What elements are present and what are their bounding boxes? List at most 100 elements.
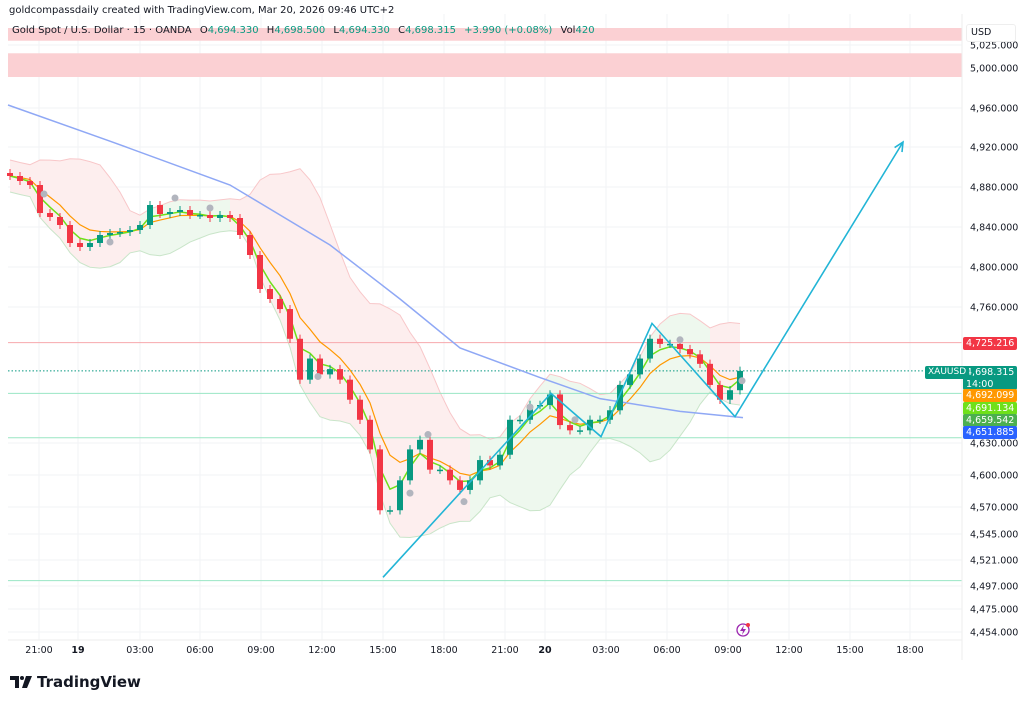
resistance-zone (8, 28, 962, 41)
time-tick-label: 15:00 (836, 645, 863, 656)
candle-body (287, 309, 293, 339)
time-tick-label: 03:00 (126, 645, 153, 656)
candle-body (547, 394, 553, 405)
candle-body (427, 439, 433, 470)
band-fill (470, 434, 480, 522)
candle-body (347, 379, 353, 400)
candle-body (27, 181, 33, 185)
candle-body (517, 419, 523, 422)
time-tick-label: 18:00 (896, 645, 923, 656)
time-tick-label: 09:00 (714, 645, 741, 656)
long-ma-line (7, 104, 744, 419)
band-fill (410, 332, 420, 538)
candle-body (17, 176, 23, 181)
candle-body (657, 338, 663, 344)
price-tick-label: 4,630.000 (970, 439, 1018, 450)
pivot-marker (106, 238, 114, 246)
time-tick-label: 21:00 (491, 645, 518, 656)
attribution: goldcompassdaily created with TradingVie… (9, 5, 395, 16)
price-tick-label: 4,760.000 (970, 303, 1018, 314)
price-label: 4,725.216 (963, 337, 1017, 350)
time-tick-label: 19 (71, 645, 84, 656)
open-value: 4,694.330 (207, 25, 259, 36)
brand-name: TradingView (37, 673, 141, 691)
high-value: 4,698.500 (274, 25, 326, 36)
candle-body (557, 394, 563, 426)
pivot-marker (738, 377, 746, 385)
candle-body (357, 399, 363, 420)
resistance-zone (8, 53, 962, 77)
projection-line (382, 141, 904, 578)
candle-body (147, 205, 153, 225)
volume-value: 420 (575, 25, 595, 36)
pivot-marker (171, 194, 179, 202)
band-fill (330, 224, 340, 422)
candle-body (297, 338, 303, 380)
candle-body (207, 215, 213, 218)
time-tick-label: 03:00 (592, 645, 619, 656)
band-fill (80, 159, 90, 268)
candle-body (227, 215, 233, 218)
time-tick-label: 06:00 (653, 645, 680, 656)
symbol-legend: Gold Spot / U.S. Dollar · 15 · OANDA O4,… (12, 25, 595, 36)
time-tick-label: 12:00 (775, 645, 802, 656)
time-tick-label: 09:00 (247, 645, 274, 656)
pivot-marker (571, 416, 579, 424)
candle-body (637, 358, 643, 375)
band-fill (480, 434, 490, 512)
candle-body (627, 374, 633, 385)
candle-body (267, 289, 273, 299)
tradingview-logo[interactable]: TradingView (10, 673, 141, 691)
pivot-marker (40, 190, 48, 198)
candle-body (727, 390, 733, 400)
candle-body (137, 225, 143, 230)
time-tick-label: 12:00 (308, 645, 335, 656)
horizontal-levels (8, 342, 962, 582)
candle-body (47, 213, 53, 217)
close-value: 4,698.315 (405, 25, 456, 36)
price-tick-label: 4,840.000 (970, 223, 1018, 234)
candle-body (307, 358, 313, 380)
projection-arrowhead (894, 140, 904, 153)
price-axis[interactable]: 5,025.000 5,000.000 4,960.000 4,920.000 4,88… (970, 41, 1018, 639)
candle-body (387, 510, 393, 512)
time-tick-label: 15:00 (369, 645, 396, 656)
band-fill (320, 197, 330, 421)
time-tick-label: 21:00 (25, 645, 52, 656)
price-label: 4,651.885 (963, 426, 1017, 439)
candle-body (417, 439, 423, 450)
currency-selector[interactable]: USD (966, 24, 1016, 42)
candle-body (7, 173, 13, 176)
band-fill (590, 388, 600, 453)
band-fill (420, 346, 430, 536)
candle-body (257, 255, 263, 289)
price-tick-label: 4,880.000 (970, 183, 1018, 194)
band-fill (90, 161, 100, 269)
candle-body (397, 480, 403, 511)
candle-body (337, 369, 343, 380)
band-fill (440, 392, 450, 529)
band-fill (190, 200, 200, 243)
price-tick-label: 4,454.000 (970, 628, 1018, 639)
candle-body (487, 460, 493, 466)
band-fill (680, 313, 690, 437)
price-tick-label: 4,497.000 (970, 582, 1018, 593)
candle-body (457, 480, 463, 490)
candle-body (497, 454, 503, 466)
candle-body (187, 210, 193, 215)
candle-body (407, 449, 413, 481)
price-label: 4,698.315 14:00 XAUUSD (925, 366, 1017, 390)
pivot-marker (460, 498, 468, 506)
band-fill (310, 179, 320, 417)
candles (7, 169, 743, 515)
band-fill (570, 381, 580, 475)
band-fill (660, 315, 670, 459)
price-tick-label: 4,800.000 (970, 263, 1018, 274)
lightning-icon[interactable] (736, 623, 750, 637)
band-fill (390, 308, 400, 538)
band-fill (460, 428, 470, 522)
projection-path (382, 140, 904, 578)
time-axis[interactable]: 21:00 19 03:00 06:00 09:00 12:00 15:00 18:00 21:… (25, 645, 923, 656)
candle-body (117, 232, 123, 234)
